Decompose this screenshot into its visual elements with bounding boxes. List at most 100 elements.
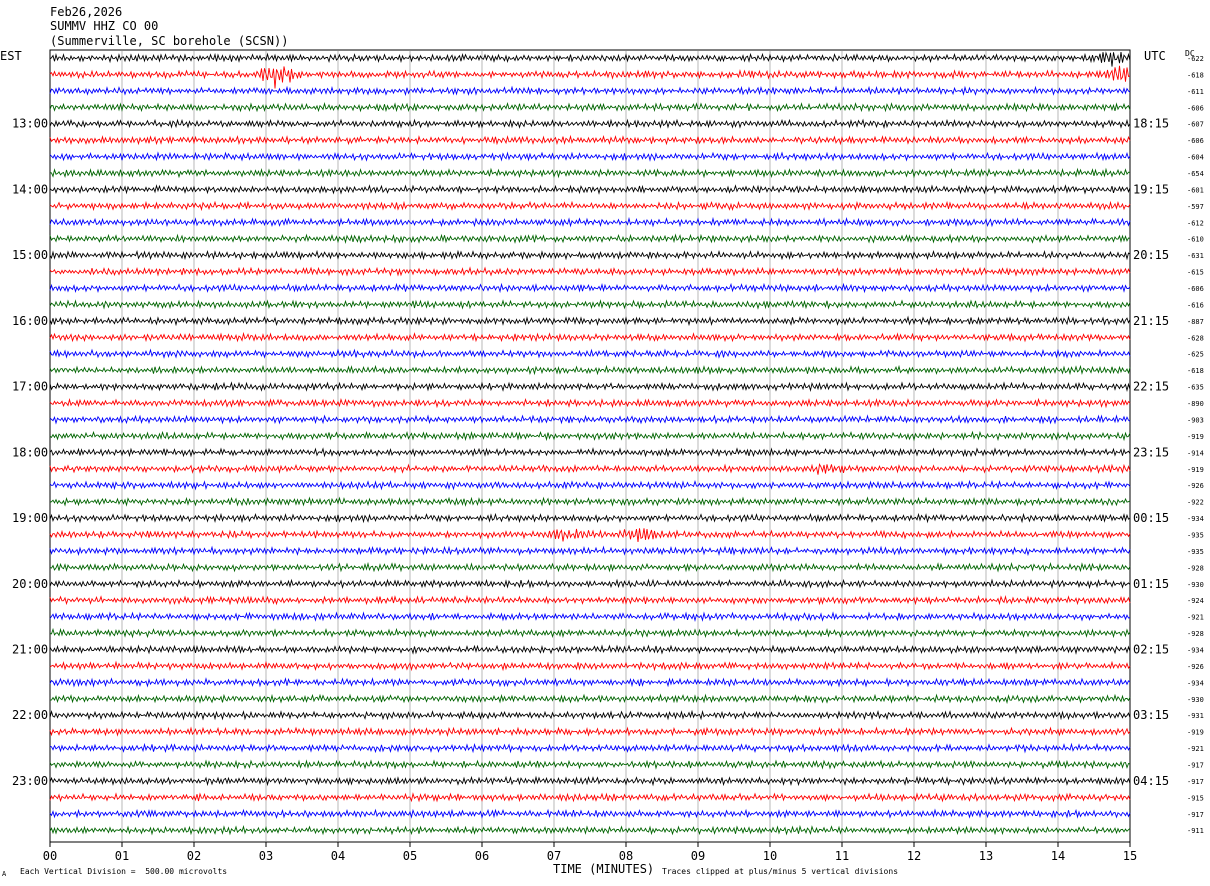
seismic-trace bbox=[49, 726, 1131, 737]
dc-offset-label: -597 bbox=[1187, 203, 1204, 211]
dc-offset-label: -606 bbox=[1187, 285, 1204, 293]
seismic-trace bbox=[49, 512, 1131, 524]
dc-offset-label: -924 bbox=[1187, 597, 1204, 605]
clipping-note: Traces clipped at plus/minus 5 vertical … bbox=[662, 867, 899, 876]
dc-offset-label: -606 bbox=[1187, 104, 1204, 112]
dc-offset-label: -921 bbox=[1187, 745, 1204, 753]
seismic-trace bbox=[49, 216, 1131, 228]
seismic-trace bbox=[49, 775, 1131, 787]
dc-offset-label: -917 bbox=[1187, 761, 1204, 769]
corner-mark: A bbox=[2, 870, 7, 878]
est-time-label: 14:00 bbox=[12, 182, 48, 196]
plot-date: Feb26,2026 bbox=[50, 5, 123, 19]
x-tick-label: 12 bbox=[907, 849, 921, 863]
dc-offset-label: -934 bbox=[1187, 646, 1204, 654]
seismic-trace bbox=[49, 249, 1131, 261]
seismic-trace bbox=[49, 677, 1131, 688]
est-time-label: 20:00 bbox=[12, 577, 48, 591]
x-tick-label: 07 bbox=[547, 849, 561, 863]
seismic-trace bbox=[49, 462, 1131, 475]
x-tick-label: 00 bbox=[43, 849, 57, 863]
dc-offset-header: DC bbox=[1185, 49, 1195, 58]
utc-time-label: 02:15 bbox=[1133, 642, 1169, 656]
x-tick-label: 03 bbox=[259, 849, 273, 863]
plot-frame bbox=[49, 49, 1131, 843]
est-time-label: 15:00 bbox=[12, 248, 48, 262]
dc-offset-label: -934 bbox=[1187, 515, 1204, 523]
dc-offset-label: -914 bbox=[1187, 449, 1204, 457]
seismic-trace bbox=[49, 447, 1131, 458]
station-code: SUMMV HHZ CO 00 bbox=[50, 19, 159, 33]
seismic-trace bbox=[49, 118, 1131, 129]
seismic-trace bbox=[49, 381, 1131, 392]
left-timezone-label: EST bbox=[0, 49, 22, 63]
dc-offset-label: -928 bbox=[1187, 564, 1204, 572]
seismic-trace bbox=[49, 167, 1131, 179]
vertical-scale-note: Each Vertical Division = 500.00 microvol… bbox=[20, 867, 228, 876]
seismic-trace bbox=[49, 578, 1131, 590]
dc-offset-label: -612 bbox=[1187, 219, 1204, 227]
seismic-trace bbox=[49, 51, 1131, 67]
seismic-trace bbox=[49, 85, 1131, 97]
dc-offset-label: -604 bbox=[1187, 154, 1204, 162]
dc-offset-label: -631 bbox=[1187, 252, 1204, 260]
right-timezone-label: UTC bbox=[1144, 49, 1166, 63]
seismic-trace bbox=[49, 545, 1131, 557]
dc-offset-label: -611 bbox=[1187, 88, 1204, 96]
seismic-trace bbox=[49, 627, 1131, 639]
seismic-trace bbox=[49, 528, 1131, 542]
est-time-label: 17:00 bbox=[12, 380, 48, 394]
seismic-trace bbox=[49, 364, 1131, 376]
dc-offset-label: -917 bbox=[1187, 778, 1204, 786]
est-time-label: 13:00 bbox=[12, 117, 48, 131]
x-tick-label: 01 bbox=[115, 849, 129, 863]
utc-time-label: 23:15 bbox=[1133, 445, 1169, 459]
station-location: (Summerville, SC borehole (SCSN)) bbox=[50, 34, 289, 48]
x-tick-label: 09 bbox=[691, 849, 705, 863]
seismic-trace bbox=[49, 430, 1131, 442]
utc-time-label: 00:15 bbox=[1133, 511, 1169, 525]
seismic-trace bbox=[49, 348, 1131, 359]
x-tick-label: 08 bbox=[619, 849, 633, 863]
seismic-trace bbox=[49, 479, 1131, 491]
utc-time-label: 22:15 bbox=[1133, 380, 1169, 394]
x-tick-label: 10 bbox=[763, 849, 777, 863]
dc-offset-label: -622 bbox=[1187, 55, 1204, 63]
x-tick-label: 06 bbox=[475, 849, 489, 863]
dc-offset-label: -915 bbox=[1187, 794, 1204, 802]
seismic-trace bbox=[49, 102, 1131, 113]
dc-offset-label: -635 bbox=[1187, 384, 1204, 392]
x-tick-label: 02 bbox=[187, 849, 201, 863]
est-time-label: 23:00 bbox=[12, 774, 48, 788]
seismic-trace bbox=[49, 233, 1131, 244]
seismic-trace bbox=[49, 693, 1131, 705]
x-tick-label: 14 bbox=[1051, 849, 1065, 863]
x-tick-label: 04 bbox=[331, 849, 345, 863]
dc-offset-label: -615 bbox=[1187, 269, 1204, 277]
dc-offset-label: -606 bbox=[1187, 137, 1204, 145]
seismic-trace bbox=[49, 315, 1131, 327]
utc-time-label: 18:15 bbox=[1133, 117, 1169, 131]
seismic-trace bbox=[49, 824, 1131, 836]
seismic-trace bbox=[49, 134, 1131, 146]
dc-offset-label: -625 bbox=[1187, 351, 1204, 359]
dc-offset-label: -610 bbox=[1187, 236, 1204, 244]
dc-offset-label: -926 bbox=[1187, 663, 1204, 671]
seismic-trace bbox=[49, 282, 1131, 294]
utc-time-label: 21:15 bbox=[1133, 314, 1169, 328]
dc-offset-label: -601 bbox=[1187, 186, 1204, 194]
dc-offset-label: -922 bbox=[1187, 499, 1204, 507]
x-tick-label: 13 bbox=[979, 849, 993, 863]
dc-offset-label: -618 bbox=[1187, 71, 1204, 79]
utc-time-label: 04:15 bbox=[1133, 774, 1169, 788]
dc-offset-label: -919 bbox=[1187, 433, 1204, 441]
seismic-trace bbox=[49, 299, 1131, 310]
est-time-label: 18:00 bbox=[12, 445, 48, 459]
dc-offset-label: -890 bbox=[1187, 400, 1204, 408]
dc-offset-label: -917 bbox=[1187, 811, 1204, 819]
seismic-trace bbox=[49, 742, 1131, 754]
dc-offset-label: -935 bbox=[1187, 548, 1204, 556]
x-axis-label: TIME (MINUTES) bbox=[553, 862, 655, 876]
utc-time-label: 01:15 bbox=[1133, 577, 1169, 591]
